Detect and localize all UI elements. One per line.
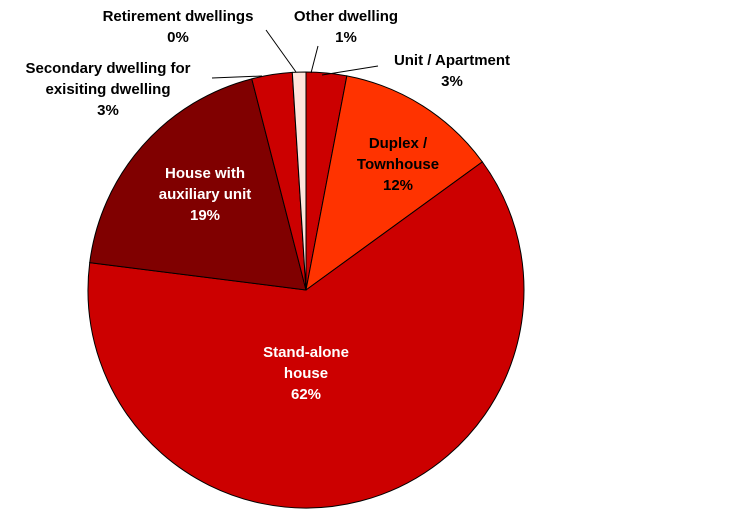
slice-label: Unit / Apartment 3%: [372, 50, 532, 92]
category-label: Duplex / Townhouse: [356, 135, 440, 173]
value-label: 3%: [441, 73, 463, 90]
value-label: 62%: [290, 386, 322, 403]
category-label: House with auxiliary unit: [158, 165, 252, 203]
leader-line: [211, 75, 263, 79]
category-label: Stand-alone house: [263, 344, 349, 382]
value-label: 19%: [189, 207, 221, 224]
category-label: Unit / Apartment: [393, 52, 511, 69]
leader-line: [265, 29, 297, 73]
pie: [87, 71, 525, 509]
category-label: Other dwelling: [293, 8, 399, 25]
leader-lines: [211, 29, 379, 79]
value-label: 12%: [382, 177, 414, 194]
value-label: 1%: [335, 29, 357, 46]
pie-slice: [89, 78, 307, 291]
pie-slice: [305, 75, 484, 292]
leader-line: [310, 45, 319, 74]
slice-label: Other dwelling 1%: [276, 6, 416, 48]
pie-slice: [291, 71, 307, 291]
slice-label: Stand-alone house 62%: [251, 342, 361, 405]
pie-slice: [87, 161, 525, 509]
slice-label: House with auxiliary unit 19%: [145, 163, 265, 226]
slice-label: Secondary dwelling for exisiting dwellin…: [1, 58, 216, 121]
category-label: Retirement dwellings: [102, 8, 254, 25]
slice-label: Duplex / Townhouse 12%: [348, 133, 448, 196]
slice-label: Retirement dwellings 0%: [78, 6, 278, 48]
value-label: 3%: [97, 102, 119, 119]
category-label: Secondary dwelling for exisiting dwellin…: [25, 60, 191, 98]
value-label: 0%: [167, 29, 189, 46]
leader-line: [321, 65, 379, 76]
